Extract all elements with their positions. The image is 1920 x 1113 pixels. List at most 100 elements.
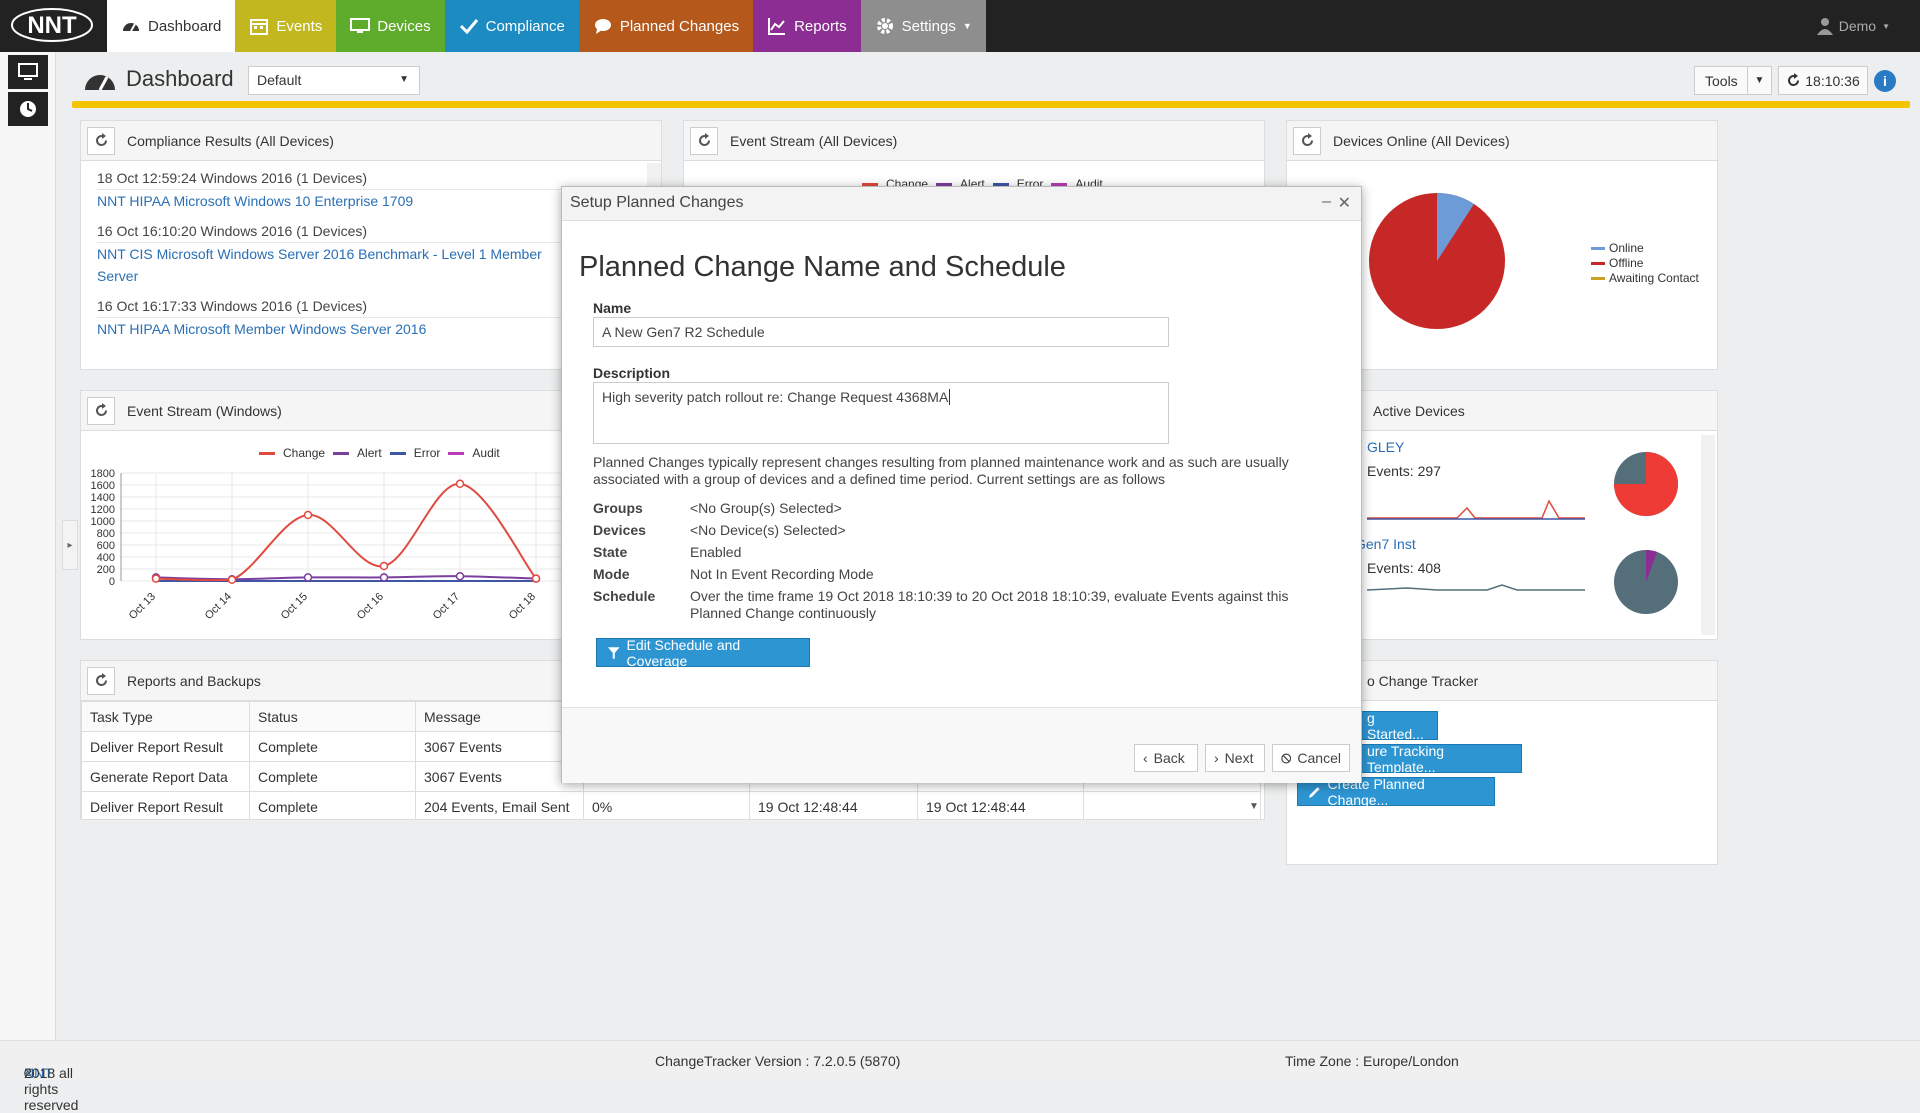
close-icon[interactable]: ✕ xyxy=(1337,195,1351,212)
entry-link[interactable]: NNT HIPAA Microsoft Member Windows Serve… xyxy=(97,317,661,340)
table-cell: Complete xyxy=(249,731,416,762)
ban-icon xyxy=(1281,752,1292,764)
table-cell: 0% xyxy=(583,791,750,819)
legend-label: Error xyxy=(413,446,441,460)
y-tick-label: 1400 xyxy=(91,492,115,504)
refresh-icon xyxy=(95,403,107,417)
legend-swatch xyxy=(333,451,350,455)
table-cell: Deliver Report Result xyxy=(81,791,250,819)
device-name[interactable]: GLEY xyxy=(1367,439,1405,455)
tab-devices[interactable]: Devices xyxy=(336,0,445,52)
calendar-icon xyxy=(250,19,269,35)
panel-title: Reports and Backups xyxy=(127,672,261,689)
chevron-right-icon: › xyxy=(1214,750,1219,766)
data-point-alert xyxy=(379,573,389,582)
refresh-button[interactable] xyxy=(87,126,115,155)
device-name[interactable]: Gen7 Inst xyxy=(1355,536,1416,552)
data-point-change xyxy=(379,561,389,571)
legend-swatch xyxy=(936,182,953,186)
next-button[interactable]: › Next xyxy=(1205,744,1265,772)
tracking-template-button[interactable]: ure Tracking Template... xyxy=(1356,743,1522,775)
tab-compliance[interactable]: Compliance xyxy=(444,0,579,52)
caret-down-icon: ▼ xyxy=(399,74,409,85)
setting-value: Enabled xyxy=(690,544,742,560)
entry-link-text: NNT CIS Microsoft Windows Server 2016 Be… xyxy=(97,246,542,262)
getting-started-button[interactable]: g Started... xyxy=(1356,710,1438,742)
tab-reports[interactable]: Reports xyxy=(753,0,861,52)
cancel-button[interactable]: Cancel xyxy=(1272,744,1350,772)
column-header[interactable]: Status xyxy=(249,701,416,732)
scrollbar[interactable] xyxy=(1701,435,1715,635)
clock-time: 18:10:36 xyxy=(1805,72,1860,89)
tools-button[interactable]: Tools ▼ xyxy=(1694,66,1772,95)
main-nav: Dashboard Events Devices Compliance Plan… xyxy=(107,0,986,52)
top-navbar: NNT Dashboard Events Devices Compliance … xyxy=(0,0,1920,52)
entry-header: 16 Oct 16:17:33 Windows 2016 (1 Devices) xyxy=(97,298,368,314)
description-field[interactable]: High severity patch rollout re: Change R… xyxy=(593,382,1169,444)
dashboard-select[interactable]: Default ▼ xyxy=(248,66,420,95)
data-point-change xyxy=(151,574,161,583)
timezone-text: Time Zone : Europe/London xyxy=(1285,1053,1459,1069)
pie-legend: Online Offline Awaiting Contact xyxy=(1591,241,1699,286)
table-cell: 19 Oct 12:48:44 xyxy=(749,791,918,819)
chevron-down-icon[interactable]: ▼ xyxy=(1249,801,1259,812)
info-icon[interactable]: i xyxy=(1874,70,1896,92)
refresh-button[interactable] xyxy=(1293,126,1321,155)
column-header[interactable]: Message xyxy=(415,701,584,732)
user-icon xyxy=(1816,18,1833,35)
tab-planned-changes[interactable]: Planned Changes xyxy=(578,0,754,52)
legend-label: Offline xyxy=(1609,256,1644,270)
refresh-clock-button[interactable]: 18:10:36 xyxy=(1778,66,1868,95)
refresh-button[interactable] xyxy=(690,126,718,155)
refresh-button[interactable] xyxy=(87,666,115,695)
collapse-handle[interactable]: ▸ xyxy=(62,520,78,570)
compliance-list: 18 Oct 12:59:24 Windows 2016 (1 Devices)… xyxy=(81,161,661,340)
back-button[interactable]: ‹ Back xyxy=(1134,744,1198,772)
tab-dashboard[interactable]: Dashboard xyxy=(107,0,236,52)
brand-link[interactable]: NNT xyxy=(24,1065,53,1081)
refresh-button[interactable] xyxy=(87,396,115,425)
name-field[interactable]: A New Gen7 R2 Schedule xyxy=(593,317,1169,347)
y-tick-label: 800 xyxy=(97,528,115,540)
left-rail xyxy=(0,52,56,1040)
setting-value: <No Device(s) Selected> xyxy=(690,522,846,538)
scrollbar[interactable] xyxy=(647,163,661,193)
table-row[interactable]: Deliver Report Result Complete 204 Event… xyxy=(81,791,1261,819)
user-menu[interactable]: Demo ▼ xyxy=(1816,0,1890,52)
data-point-change xyxy=(531,574,541,583)
setting-key: Mode xyxy=(593,566,630,582)
y-tick-label: 0 xyxy=(109,576,115,588)
x-tick-label: Oct 17 xyxy=(431,591,462,622)
rail-monitor-button[interactable] xyxy=(8,55,48,89)
list-item: 18 Oct 12:59:24 Windows 2016 (1 Devices)… xyxy=(97,167,661,212)
device-events: Events: 408 xyxy=(1367,560,1441,576)
tab-label: Settings xyxy=(901,17,956,35)
dashboard-icon xyxy=(85,75,115,91)
data-point-alert xyxy=(303,573,313,582)
device-sparkline xyxy=(1367,584,1585,591)
column-header[interactable]: Task Type xyxy=(81,701,250,732)
tab-label: Reports xyxy=(794,17,847,35)
list-item: 16 Oct 16:10:20 Windows 2016 (1 Devices)… xyxy=(97,220,661,287)
dialog-title: Setup Planned Changes xyxy=(570,194,744,211)
table-cell: Complete xyxy=(249,761,416,792)
copyright-text: 2018 all rights reserved xyxy=(24,1065,79,1113)
tab-label: Devices xyxy=(377,17,431,35)
edit-schedule-button[interactable]: Edit Schedule and Coverage xyxy=(596,637,810,669)
legend-swatch xyxy=(448,451,465,455)
panel-header: Event Stream (All Devices) xyxy=(684,121,1264,161)
entry-link[interactable]: NNT CIS Microsoft Windows Server 2016 Be… xyxy=(97,242,661,287)
page-title: Dashboard xyxy=(126,66,234,91)
setting-key: State xyxy=(593,544,628,560)
y-tick-label: 600 xyxy=(97,540,115,552)
description-label: Description xyxy=(593,365,671,381)
entry-link[interactable]: NNT HIPAA Microsoft Windows 10 Enterpris… xyxy=(97,189,661,212)
tab-events[interactable]: Events xyxy=(235,0,337,52)
rail-history-button[interactable] xyxy=(8,92,48,126)
tab-label: Compliance xyxy=(485,17,565,35)
version-text: ChangeTracker Version : 7.2.0.5 (5870) xyxy=(655,1053,901,1069)
tab-label: Events xyxy=(276,17,323,35)
nnt-logo[interactable]: NNT xyxy=(8,4,96,46)
minimize-icon[interactable]: – xyxy=(1322,193,1331,210)
tab-settings[interactable]: Settings ▼ xyxy=(860,0,986,52)
